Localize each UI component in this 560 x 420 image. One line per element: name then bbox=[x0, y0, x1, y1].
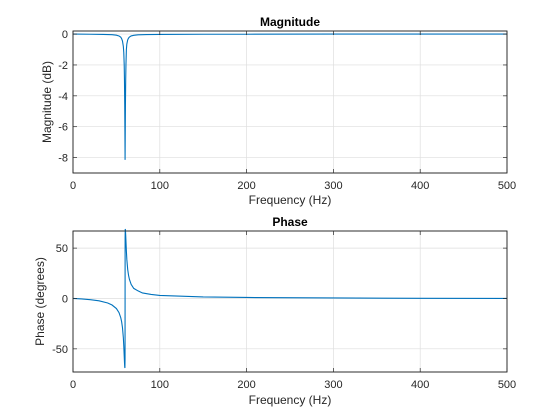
x-axis-label: Frequency (Hz) bbox=[249, 193, 332, 207]
x-tick-label: 500 bbox=[498, 379, 516, 391]
y-tick-label: -50 bbox=[52, 344, 68, 356]
x-tick-label: 100 bbox=[151, 180, 169, 192]
x-tick-label: 200 bbox=[237, 180, 255, 192]
y-axis-label: Phase (degrees) bbox=[33, 257, 47, 346]
series-line bbox=[72, 228, 508, 369]
plot-area bbox=[72, 30, 508, 174]
y-axis-label: Magnitude (dB) bbox=[40, 61, 54, 143]
plot-area bbox=[72, 230, 508, 373]
x-tick-label: 400 bbox=[411, 379, 429, 391]
y-tick-label: -4 bbox=[58, 91, 68, 103]
x-tick-label: 200 bbox=[237, 379, 255, 391]
series-line bbox=[72, 33, 507, 160]
y-tick-label: -2 bbox=[58, 60, 68, 72]
plot-title: Magnitude bbox=[260, 15, 320, 29]
y-tick-label: 0 bbox=[62, 293, 68, 305]
axes-box bbox=[72, 230, 508, 373]
x-tick-label: 0 bbox=[70, 180, 76, 192]
x-tick-label: 400 bbox=[411, 180, 429, 192]
y-tick-label: -6 bbox=[58, 122, 68, 134]
x-axis-label: Frequency (Hz) bbox=[249, 393, 332, 407]
magnitude-plot: 0 100 200 300 400 500 0 -2 -4 -6 -8 Magnitude Freque… bbox=[40, 15, 516, 207]
x-tick-label: 100 bbox=[151, 379, 169, 391]
y-tick-label: 0 bbox=[62, 29, 68, 41]
x-tick-label: 300 bbox=[324, 379, 342, 391]
axes-box bbox=[72, 30, 508, 174]
x-tick-label: 300 bbox=[324, 180, 342, 192]
x-tick-label: 0 bbox=[70, 379, 76, 391]
y-tick-label: -8 bbox=[58, 153, 68, 165]
plot-title: Phase bbox=[272, 215, 308, 229]
x-tick-label: 500 bbox=[498, 180, 516, 192]
y-tick-label: 50 bbox=[56, 243, 68, 255]
